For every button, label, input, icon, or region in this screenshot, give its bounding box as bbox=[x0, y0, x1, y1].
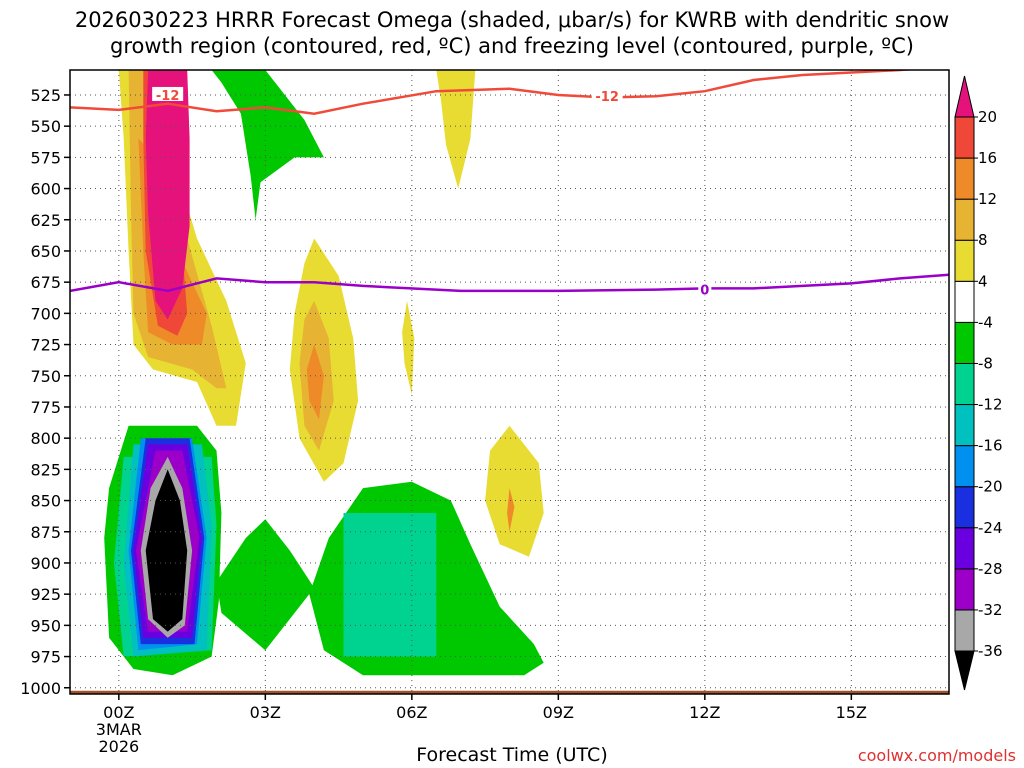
omega-region-9 bbox=[402, 300, 415, 395]
contour-label-0-0: -12 bbox=[156, 89, 180, 104]
omega-region-11 bbox=[507, 488, 515, 532]
contour-label-bg-0-1 bbox=[591, 88, 623, 103]
omega-region-14 bbox=[216, 519, 315, 651]
y-tick-label-700: 700 bbox=[30, 304, 61, 323]
colorbar-top-arrow bbox=[954, 75, 975, 118]
source-credit[interactable]: coolwx.com/models bbox=[857, 746, 1016, 765]
colorbar-label-13: 20 bbox=[978, 108, 997, 126]
y-tick-label-525: 525 bbox=[30, 86, 61, 105]
colorbar-box-4 bbox=[954, 445, 975, 488]
colorbar-box-10 bbox=[954, 198, 975, 241]
colorbar-box-6 bbox=[954, 362, 975, 406]
x-tick-label-12Z: 12Z bbox=[689, 703, 720, 722]
x-axis-label: Forecast Time (UTC) bbox=[416, 744, 608, 766]
y-tick-label-975: 975 bbox=[30, 648, 61, 667]
colorbar-box-12 bbox=[954, 116, 975, 159]
y-tick-label-600: 600 bbox=[30, 180, 61, 199]
omega-region-7 bbox=[306, 344, 324, 420]
omega-region-4 bbox=[145, 70, 190, 320]
y-tick-label-900: 900 bbox=[30, 554, 61, 573]
y-tick-label-550: 550 bbox=[30, 117, 61, 136]
colorbar-label-1: -32 bbox=[978, 601, 1003, 619]
contour-1 bbox=[70, 273, 949, 293]
x-tick-label-06Z: 06Z bbox=[396, 703, 427, 722]
y-tick-label-800: 800 bbox=[30, 429, 61, 448]
y-tick-label-650: 650 bbox=[30, 242, 61, 261]
y-tick-label-925: 925 bbox=[30, 585, 61, 604]
y-tick-label-850: 850 bbox=[30, 492, 61, 511]
y-tick-label-875: 875 bbox=[30, 523, 61, 542]
x-tick-sublabel-1: 2026 bbox=[98, 737, 139, 756]
colorbar-box-9 bbox=[954, 239, 975, 282]
colorbar-box-7 bbox=[954, 321, 975, 364]
colorbar-label-3: -24 bbox=[978, 519, 1003, 537]
y-tick-label-625: 625 bbox=[30, 211, 61, 230]
omega-region-24 bbox=[145, 469, 188, 632]
chart-title-line-1: 2026030223 HRRR Forecast Omega (shaded, … bbox=[74, 8, 950, 32]
colorbar-label-12: 16 bbox=[978, 149, 997, 167]
terrain-band bbox=[70, 690, 949, 694]
y-tick-label-950: 950 bbox=[30, 616, 61, 635]
colorbar-label-0: -36 bbox=[978, 642, 1003, 660]
colorbar: -36 -32 -28 -24 -20 -16 -12 -8 -4 4 8 12 16 20 bbox=[954, 75, 1003, 691]
y-tick-label-725: 725 bbox=[30, 336, 61, 355]
contour-lines: -12 -12 0 bbox=[70, 70, 949, 299]
y-tick-label-825: 825 bbox=[30, 460, 61, 479]
y-tick-label-1000: 1000 bbox=[20, 679, 61, 698]
contour-label-0-1: -12 bbox=[595, 90, 619, 105]
omega-region-16 bbox=[343, 513, 437, 657]
colorbar-label-9: 4 bbox=[978, 272, 988, 290]
colorbar-label-4: -20 bbox=[978, 478, 1003, 496]
x-tick-label-00Z: 00Z bbox=[103, 703, 134, 722]
plot-border bbox=[69, 69, 950, 695]
chart-title-line-2: growth region (contoured, red, ºC) and f… bbox=[110, 34, 914, 58]
colorbar-label-10: 8 bbox=[978, 231, 988, 249]
x-tick-sublabel-0: 3MAR bbox=[96, 720, 142, 739]
colorbar-box-8 bbox=[954, 280, 975, 323]
contour-label-1-0: 0 bbox=[700, 284, 709, 299]
y-tick-label-750: 750 bbox=[30, 367, 61, 386]
colorbar-label-6: -12 bbox=[978, 396, 1003, 414]
x-tick-label-15Z: 15Z bbox=[836, 703, 867, 722]
x-tick-label-09Z: 09Z bbox=[543, 703, 574, 722]
colorbar-label-8: -4 bbox=[978, 313, 993, 331]
colorbar-label-5: -16 bbox=[978, 437, 1003, 455]
colorbar-box-3 bbox=[954, 486, 975, 529]
y-axis: 525 550 575 600 625 650 675 700 725 750 775 800 825 8… bbox=[20, 86, 70, 698]
y-tick-label-675: 675 bbox=[30, 273, 61, 292]
colorbar-label-7: -8 bbox=[978, 354, 993, 372]
y-tick-label-575: 575 bbox=[30, 148, 61, 167]
grid-lines bbox=[70, 70, 949, 694]
omega-region-12 bbox=[211, 70, 324, 220]
colorbar-box-1 bbox=[954, 568, 975, 611]
omega-region-8 bbox=[436, 70, 476, 189]
omega-shading bbox=[70, 70, 949, 694]
colorbar-box-11 bbox=[954, 157, 975, 200]
contour-label-bg-0-0 bbox=[152, 86, 184, 101]
colorbar-box-2 bbox=[954, 527, 975, 570]
colorbar-label-2: -28 bbox=[978, 560, 1003, 578]
colorbar-box-0 bbox=[954, 609, 975, 652]
contour-label-bg-1-0 bbox=[698, 281, 712, 296]
colorbar-box-5 bbox=[954, 404, 975, 447]
omega-region-10 bbox=[485, 425, 544, 557]
contour-0 bbox=[70, 70, 917, 115]
plot-frame bbox=[69, 69, 950, 695]
y-tick-label-775: 775 bbox=[30, 398, 61, 417]
colorbar-bottom-arrow bbox=[954, 650, 975, 691]
colorbar-label-11: 12 bbox=[978, 190, 997, 208]
x-tick-label-03Z: 03Z bbox=[250, 703, 281, 722]
